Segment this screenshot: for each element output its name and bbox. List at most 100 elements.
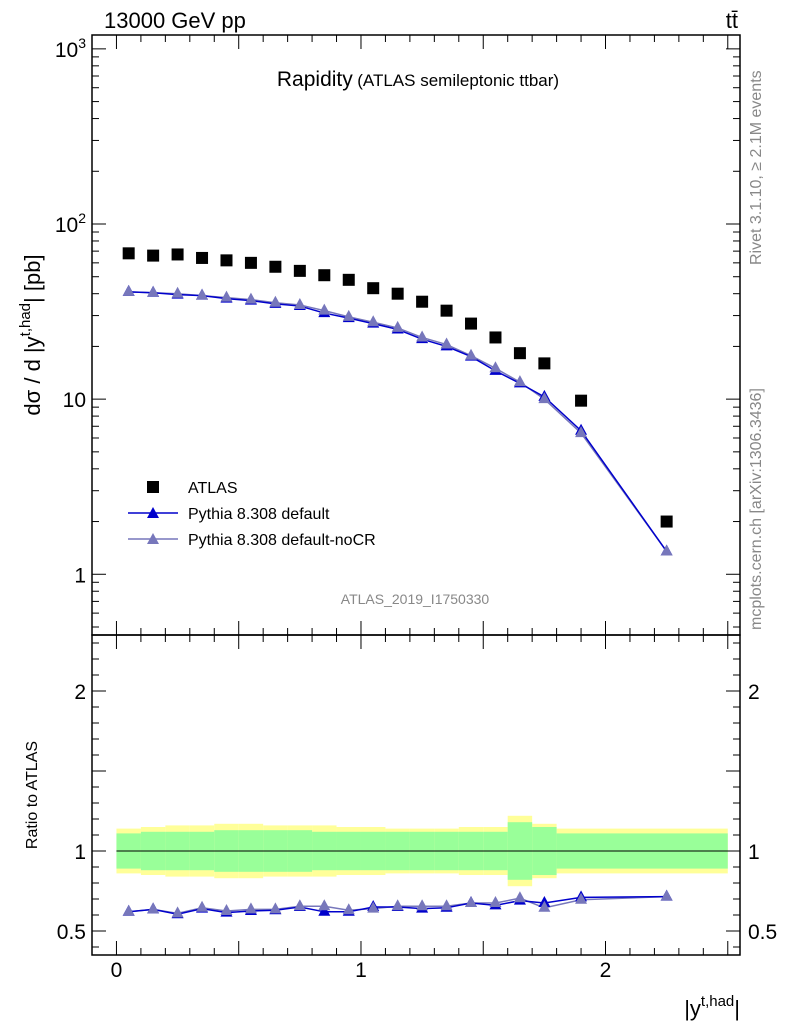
atlas-point	[318, 269, 331, 282]
x-axis-label-sup: t,had	[701, 993, 734, 1010]
ratio-nocr-point	[220, 904, 233, 915]
main-y-tick-label-base: 10	[55, 39, 78, 62]
ratio-nocr-point	[244, 902, 257, 914]
ratio-nocr-point	[489, 896, 502, 907]
nocr-point	[147, 285, 160, 297]
main-y-axis-label-sup: t,had	[17, 303, 34, 336]
main-y-tick-label: 103	[55, 35, 86, 62]
ratio-nocr-point	[318, 899, 331, 911]
legend-marker-default	[147, 507, 159, 518]
ratio-y-axis-label: Ratio to ATLAS	[24, 741, 41, 849]
atlas-point	[220, 254, 233, 267]
ratio-nocr-point	[660, 889, 673, 901]
ratio-nocr-point	[269, 902, 282, 914]
energy-label: 13000 GeV pp	[104, 8, 246, 33]
nocr-point	[122, 284, 135, 296]
main-y-tick-label-base: 10	[55, 214, 78, 237]
ratio-y-tick-label-right: 2	[748, 681, 760, 704]
atlas-point	[489, 331, 502, 344]
main-y-tick-label: 1	[74, 564, 86, 587]
nocr-point	[660, 544, 673, 556]
ratio-y-tick-label-right: 1	[748, 841, 760, 864]
main-y-tick-label-exp: 3	[78, 35, 86, 51]
analysis-id: ATLAS_2019_I1750330	[341, 591, 490, 607]
atlas-point	[575, 394, 588, 407]
nocr-point	[465, 348, 478, 360]
main-y-tick-label: 102	[55, 210, 86, 237]
atlas-point	[293, 264, 306, 277]
ratio-nocr-point	[147, 902, 160, 914]
nocr-point	[489, 361, 502, 373]
atlas-point	[147, 249, 160, 262]
x-axis-label-tail: |	[734, 996, 740, 1021]
x-tick-label: 2	[600, 959, 612, 982]
atlas-point	[513, 347, 526, 360]
nocr-point	[196, 288, 209, 300]
nocr-point	[416, 330, 429, 342]
nocr-point	[171, 286, 184, 298]
nocr-point	[220, 290, 233, 302]
nocr-point	[342, 309, 355, 321]
legend-label-atlas: ATLAS	[188, 480, 238, 497]
nocr-point	[318, 303, 331, 315]
atlas-point	[342, 273, 355, 286]
ratio-x-axis: 0 1 2	[91, 635, 729, 982]
ratio-y-axis: 0.5 0.5 1 1 2 2	[57, 642, 777, 948]
nocr-point	[269, 295, 282, 307]
legend-label-default: Pythia 8.308 default	[188, 506, 330, 523]
nocr-point	[391, 320, 404, 332]
ratio-nocr-point	[465, 896, 478, 907]
x-tick-label: 1	[355, 959, 367, 982]
atlas-point	[269, 260, 282, 273]
ratio-panel: 0.5 0.5 1 1 2 2 0 1 2 Ratio to ATLAS |yt,had|	[24, 634, 777, 1021]
ratio-y-tick-label: 2	[74, 681, 86, 704]
ratio-nocr-point	[171, 906, 184, 918]
ratio-nocr-point	[196, 900, 209, 912]
main-y-axis-label: dσ / d |yt,had| [pb]	[17, 254, 45, 415]
ratio-nocr-point	[416, 899, 429, 911]
x-axis-label: |yt,had|	[684, 993, 740, 1021]
ratio-y-tick-label: 1	[74, 841, 86, 864]
main-y-axis-label-main: dσ / d |y	[20, 336, 45, 415]
ratio-default-point	[318, 904, 331, 916]
ratio-y-tick-label: 0.5	[57, 921, 86, 944]
legend-label-nocr: Pythia 8.308 default-noCR	[188, 532, 376, 549]
main-series	[122, 247, 673, 556]
atlas-point	[367, 282, 380, 295]
ratio-nocr-point	[391, 899, 404, 911]
main-x-ticks	[91, 35, 729, 635]
plot-title: Rapidity (ATLAS semileptonic ttbar)	[277, 68, 559, 91]
ratio-nocr-point	[575, 892, 588, 904]
legend-marker-atlas	[147, 481, 159, 493]
legend-marker-nocr	[147, 533, 159, 544]
nocr-point	[538, 392, 551, 404]
ratio-y-tick-label-right: 0.5	[748, 921, 777, 944]
atlas-point	[538, 357, 551, 370]
atlas-point	[122, 247, 135, 260]
atlas-point	[196, 251, 209, 264]
ratio-nocr-point	[538, 900, 551, 912]
ratio-nocr-point	[367, 901, 380, 913]
x-axis-label-main: |y	[684, 996, 701, 1021]
atlas-point	[465, 317, 478, 330]
ratio-nocr-point	[293, 899, 306, 911]
atlas-point	[244, 256, 257, 269]
ratio-nocr-point	[122, 904, 135, 916]
nocr-point	[513, 375, 526, 387]
ratio-nocr-point	[440, 899, 453, 911]
process-label: tt̄	[726, 8, 738, 33]
main-y-tick-label: 10	[63, 389, 86, 412]
ratio-nocr-point	[513, 891, 526, 903]
ratio-series	[122, 889, 673, 919]
atlas-point	[660, 515, 673, 528]
atlas-point	[391, 287, 404, 300]
atlas-point	[416, 295, 429, 308]
nocr-point	[367, 315, 380, 327]
rivet-label: Rivet 3.1.10, ≥ 2.1M events	[748, 70, 765, 265]
main-y-tick-label-exp: 2	[78, 210, 86, 226]
main-y-axis-label-tail: | [pb]	[20, 254, 45, 303]
plot-title-sub: (ATLAS semileptonic ttbar)	[357, 71, 559, 90]
